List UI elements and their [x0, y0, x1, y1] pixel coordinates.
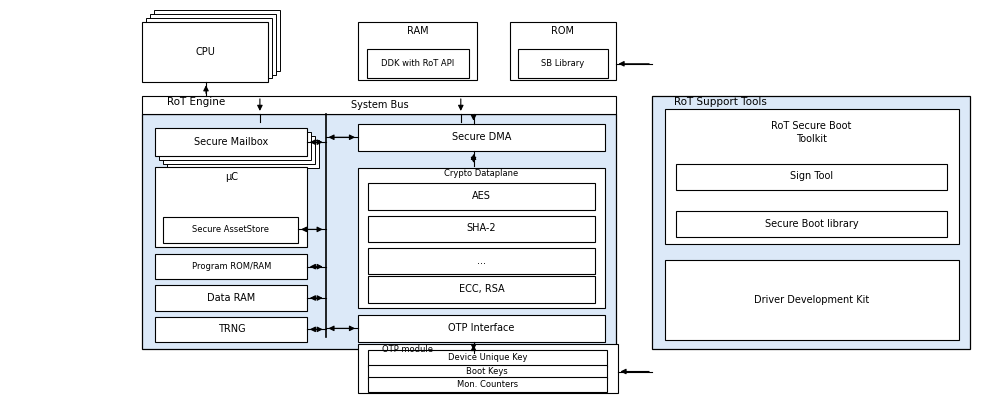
Bar	[155, 254, 307, 279]
Text: RoT Engine: RoT Engine	[167, 97, 225, 107]
Text: OTP module: OTP module	[382, 346, 433, 354]
Text: Secure AssetStore: Secure AssetStore	[192, 225, 269, 234]
Bar	[368, 365, 607, 379]
Bar	[154, 10, 280, 71]
Text: TRNG: TRNG	[218, 324, 245, 334]
Bar	[163, 217, 298, 243]
Text: AES: AES	[472, 191, 491, 201]
Text: Device Unique Key: Device Unique Key	[448, 353, 527, 362]
Bar	[358, 124, 605, 151]
Bar	[142, 22, 268, 82]
Text: Mon. Counters: Mon. Counters	[457, 380, 518, 389]
Bar	[155, 128, 307, 156]
Text: Boot Keys: Boot Keys	[466, 367, 508, 376]
Bar	[159, 132, 311, 160]
Bar	[368, 183, 595, 210]
Bar	[367, 49, 469, 78]
Text: Data RAM: Data RAM	[207, 293, 256, 303]
Bar	[665, 260, 959, 340]
Text: Toolkit: Toolkit	[796, 134, 827, 144]
Bar	[142, 96, 616, 114]
Bar	[518, 49, 608, 78]
Bar	[155, 285, 307, 311]
Text: RoT Secure Boot: RoT Secure Boot	[771, 120, 852, 130]
Text: SHA-2: SHA-2	[467, 224, 496, 234]
Text: Secure Boot library: Secure Boot library	[765, 218, 858, 228]
Bar	[163, 136, 315, 164]
Text: ...: ...	[477, 256, 486, 266]
Bar	[167, 140, 319, 168]
Text: Secure Mailbox: Secure Mailbox	[194, 137, 269, 147]
Text: CPU: CPU	[195, 47, 215, 57]
Bar	[665, 109, 959, 244]
Bar	[358, 315, 605, 342]
Text: RoT Support Tools: RoT Support Tools	[674, 97, 767, 107]
Text: Program ROM/RAM: Program ROM/RAM	[192, 262, 271, 271]
Text: SB Library: SB Library	[541, 59, 584, 68]
Bar	[510, 22, 616, 80]
Bar	[155, 167, 307, 247]
Bar	[368, 248, 595, 274]
Text: µC: µC	[225, 172, 238, 182]
Bar	[155, 317, 307, 342]
Text: OTP Interface: OTP Interface	[448, 323, 515, 333]
Bar	[368, 377, 607, 392]
Bar	[142, 114, 616, 349]
Text: DDK with RoT API: DDK with RoT API	[381, 59, 454, 68]
Bar	[358, 344, 618, 393]
Text: ECC, RSA: ECC, RSA	[459, 284, 504, 294]
Bar	[150, 14, 276, 74]
Text: Driver Development Kit: Driver Development Kit	[754, 295, 869, 305]
Text: Crypto Dataplane: Crypto Dataplane	[444, 169, 519, 178]
Bar	[652, 96, 970, 349]
Text: Secure DMA: Secure DMA	[452, 132, 511, 142]
Text: ROM: ROM	[551, 26, 574, 36]
Bar	[676, 211, 947, 237]
Text: System Bus: System Bus	[351, 100, 408, 110]
Bar	[368, 216, 595, 242]
Bar	[146, 18, 272, 78]
Bar	[368, 276, 595, 303]
Bar	[676, 164, 947, 190]
Text: Sign Tool: Sign Tool	[790, 172, 833, 182]
Text: RAM: RAM	[407, 26, 428, 36]
Bar	[358, 22, 477, 80]
Bar	[358, 168, 605, 308]
Bar	[368, 350, 607, 366]
